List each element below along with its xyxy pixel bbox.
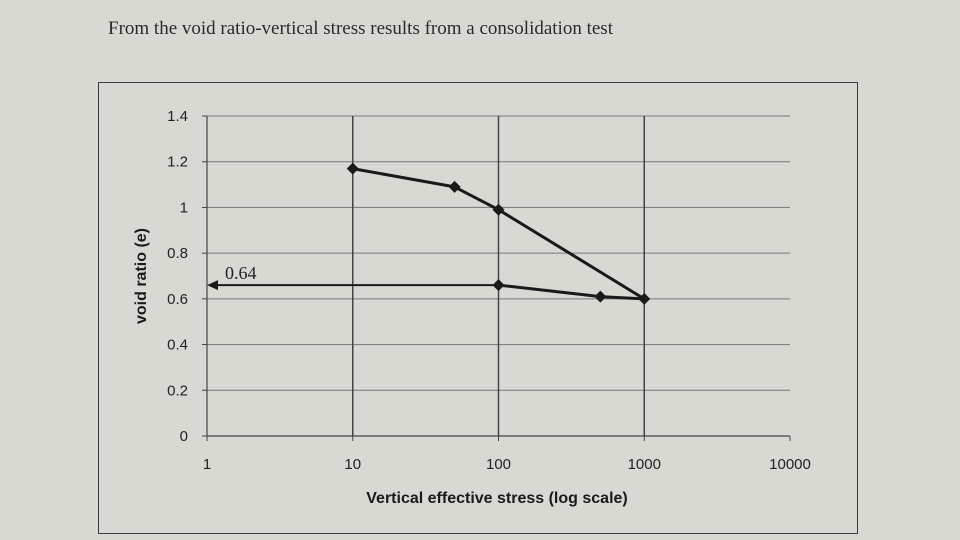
data-point: [594, 290, 607, 303]
grid-layer: [207, 115, 790, 436]
x-tick-label: 1000: [628, 456, 661, 473]
y-tick-label: 0.2: [167, 382, 188, 399]
chart-frame: [98, 82, 858, 534]
y-tick-label: 1.2: [167, 154, 188, 171]
y-tick-label: 1.4: [167, 108, 188, 125]
y-tick-label: 1: [180, 199, 188, 216]
annotation-label: 0.64: [225, 263, 257, 283]
y-tick-label: 0.6: [167, 291, 188, 308]
series-layer: [346, 162, 651, 305]
page-title: From the void ratio-vertical stress resu…: [108, 18, 613, 39]
x-tick-label: 1: [203, 456, 211, 473]
x-tick-label: 10: [344, 456, 361, 473]
series-line: [352, 167, 646, 301]
x-tick-label: 100: [486, 456, 511, 473]
y-tick-label: 0.4: [167, 337, 188, 354]
data-point: [448, 180, 461, 193]
y-tick-label: 0: [180, 428, 188, 445]
data-point: [346, 162, 359, 175]
x-tick-label: 10000: [769, 456, 811, 473]
axis-layer: 0 0.2 0.4 0.6 0.8 1 1.2 1.4 1 10 100 1000 10000: [167, 108, 811, 473]
x-axis-title: Vertical effective stress (log scale): [366, 490, 627, 507]
y-tick-label: 0.8: [167, 245, 188, 262]
y-axis-title: void ratio (e): [133, 228, 150, 324]
data-point: [492, 203, 505, 216]
annotation-layer: 0.64: [207, 263, 499, 291]
annotation-arrowhead: [207, 280, 218, 291]
data-point: [638, 292, 651, 305]
